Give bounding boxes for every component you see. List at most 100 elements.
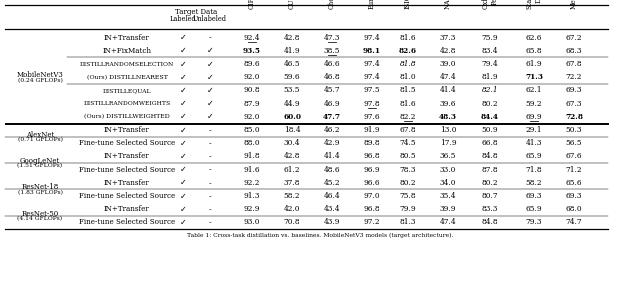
Text: ResNet-50: ResNet-50 [21, 210, 59, 218]
Text: -: - [209, 180, 211, 186]
Text: -: - [209, 127, 211, 133]
Text: 71.3: 71.3 [525, 73, 543, 81]
Text: 92.0: 92.0 [244, 113, 260, 121]
Text: DISTILLRANDOMWEIGHTS: DISTILLRANDOMWEIGHTS [83, 101, 171, 106]
Text: 65.9: 65.9 [525, 205, 542, 213]
Text: 84.8: 84.8 [482, 153, 499, 160]
Text: 42.8: 42.8 [284, 153, 300, 160]
Text: 91.3: 91.3 [244, 192, 260, 200]
Text: ✓: ✓ [180, 112, 186, 121]
Text: 60.0: 60.0 [283, 113, 301, 121]
Text: 47.3: 47.3 [324, 34, 340, 42]
Text: 96.9: 96.9 [364, 166, 380, 173]
Text: Fine-tune Selected Source: Fine-tune Selected Source [79, 218, 175, 226]
Text: 48.3: 48.3 [439, 113, 457, 121]
Text: 46.9: 46.9 [324, 100, 340, 108]
Text: 41.3: 41.3 [525, 139, 542, 147]
Text: Oxford
Pets: Oxford Pets [481, 0, 499, 9]
Text: EuroSAT: EuroSAT [368, 0, 376, 9]
Text: 72.8: 72.8 [565, 113, 583, 121]
Text: 71.8: 71.8 [525, 166, 542, 173]
Text: ✓: ✓ [180, 165, 186, 174]
Text: 67.8: 67.8 [566, 60, 582, 68]
Text: 46.4: 46.4 [324, 192, 340, 200]
Text: 97.0: 97.0 [364, 192, 380, 200]
Text: -: - [209, 35, 211, 40]
Text: 97.8: 97.8 [364, 100, 380, 108]
Text: 96.8: 96.8 [364, 205, 380, 213]
Text: ✓: ✓ [180, 73, 186, 82]
Text: 93.5: 93.5 [243, 47, 261, 55]
Text: 13.0: 13.0 [440, 126, 456, 134]
Text: ✓: ✓ [207, 112, 213, 121]
Text: 81.6: 81.6 [400, 100, 416, 108]
Text: Stanford
Dogs: Stanford Dogs [525, 0, 543, 9]
Text: 80.5: 80.5 [400, 153, 416, 160]
Text: IN+Transfer: IN+Transfer [104, 126, 150, 134]
Text: 85.0: 85.0 [244, 126, 260, 134]
Text: 46.6: 46.6 [324, 60, 340, 68]
Text: 81.6: 81.6 [400, 34, 416, 42]
Text: ISIC: ISIC [404, 0, 412, 9]
Text: 83.3: 83.3 [482, 205, 498, 213]
Text: 17.9: 17.9 [440, 139, 456, 147]
Text: 72.2: 72.2 [566, 73, 582, 81]
Text: 91.9: 91.9 [364, 126, 380, 134]
Text: (Ours) DISTILLWEIGHTED: (Ours) DISTILLWEIGHTED [84, 114, 170, 119]
Text: 97.4: 97.4 [364, 73, 380, 81]
Text: 47.4: 47.4 [440, 73, 456, 81]
Text: 42.0: 42.0 [284, 205, 300, 213]
Text: 92.4: 92.4 [244, 34, 260, 42]
Text: 61.9: 61.9 [525, 60, 542, 68]
Text: 97.4: 97.4 [364, 34, 380, 42]
Text: 91.6: 91.6 [244, 166, 260, 173]
Text: 38.5: 38.5 [324, 47, 340, 55]
Text: ✓: ✓ [180, 33, 186, 42]
Text: ✓: ✓ [180, 86, 186, 95]
Text: 41.4: 41.4 [324, 153, 340, 160]
Text: -: - [209, 193, 211, 199]
Text: AlexNet: AlexNet [26, 130, 54, 139]
Text: 71.2: 71.2 [566, 166, 582, 173]
Text: 81.9: 81.9 [482, 73, 499, 81]
Text: 68.0: 68.0 [566, 205, 582, 213]
Text: ResNet-18: ResNet-18 [21, 183, 59, 191]
Text: 82.2: 82.2 [400, 113, 416, 121]
Text: 68.3: 68.3 [566, 47, 582, 55]
Text: 92.0: 92.0 [244, 73, 260, 81]
Text: 75.9: 75.9 [482, 34, 499, 42]
Text: 36.5: 36.5 [440, 153, 456, 160]
Text: 79.9: 79.9 [400, 205, 416, 213]
Text: ✓: ✓ [180, 152, 186, 161]
Text: 42.9: 42.9 [324, 139, 340, 147]
Text: 29.1: 29.1 [525, 126, 542, 134]
Text: 81.0: 81.0 [400, 73, 416, 81]
Text: 74.7: 74.7 [566, 218, 582, 226]
Text: -: - [209, 219, 211, 225]
Text: 80.7: 80.7 [482, 192, 499, 200]
Text: (4.14 GFLOPs): (4.14 GFLOPs) [17, 216, 63, 221]
Text: ✓: ✓ [180, 178, 186, 187]
Text: 46.2: 46.2 [324, 126, 340, 134]
Text: ✓: ✓ [207, 99, 213, 108]
Text: ✓: ✓ [180, 99, 186, 108]
Text: ✓: ✓ [180, 139, 186, 148]
Text: ✓: ✓ [207, 86, 213, 95]
Text: 39.6: 39.6 [440, 100, 456, 108]
Text: 87.9: 87.9 [244, 100, 260, 108]
Text: 62.6: 62.6 [525, 34, 542, 42]
Text: 97.5: 97.5 [364, 86, 380, 95]
Text: 47.7: 47.7 [323, 113, 341, 121]
Text: 83.4: 83.4 [482, 47, 499, 55]
Text: -: - [209, 167, 211, 173]
Text: 39.9: 39.9 [440, 205, 456, 213]
Text: Fine-tune Selected Source: Fine-tune Selected Source [79, 139, 175, 147]
Text: 47.4: 47.4 [440, 218, 456, 226]
Text: ✓: ✓ [180, 59, 186, 68]
Text: IN+FixMatch: IN+FixMatch [102, 47, 152, 55]
Text: -: - [209, 206, 211, 212]
Text: DISTILLEQUAL: DISTILLEQUAL [102, 88, 151, 93]
Text: 69.3: 69.3 [566, 192, 582, 200]
Text: 67.3: 67.3 [566, 100, 582, 108]
Text: 67.8: 67.8 [400, 126, 416, 134]
